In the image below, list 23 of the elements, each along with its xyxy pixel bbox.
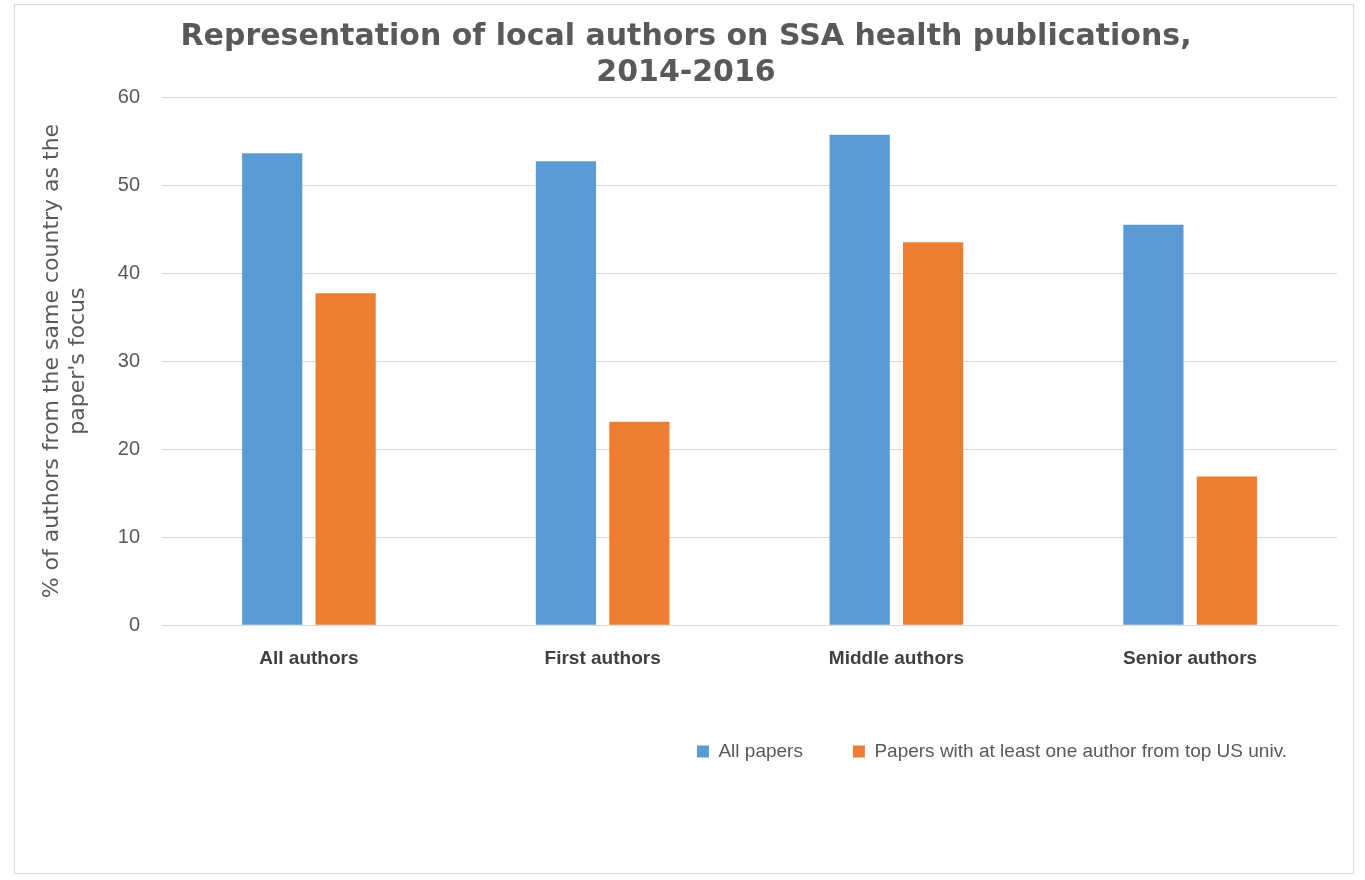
bar (1123, 224, 1184, 625)
y-tick-label: 10 (117, 524, 141, 547)
bar (829, 134, 890, 625)
y-tick-label: 60 (117, 84, 141, 107)
bar (242, 153, 303, 625)
chart-title: Representation of local authors on SSA health publications, 2014-2016 (180, 16, 1192, 88)
x-tick-label: Middle authors (828, 646, 964, 668)
x-tick-label: Senior authors (1123, 646, 1258, 668)
bar (535, 161, 597, 625)
y-tick-label: 40 (117, 260, 141, 283)
x-tick-label: First authors (544, 646, 661, 668)
y-tick-label: 20 (117, 436, 141, 459)
y-axis-title: % of authors from the same country as the paper's focus (37, 123, 90, 599)
x-tick-label: All authors (259, 646, 359, 668)
legend-label: All papers (718, 739, 803, 761)
y-tick-label: 30 (117, 348, 141, 371)
y-tick-label: 50 (117, 172, 141, 195)
bar (315, 293, 376, 625)
y-tick-label: 0 (128, 612, 141, 635)
legend-label: Papers with at least one author from top US univ. (874, 739, 1288, 761)
bar (903, 242, 964, 625)
bar (1196, 476, 1257, 625)
bar (609, 421, 670, 625)
